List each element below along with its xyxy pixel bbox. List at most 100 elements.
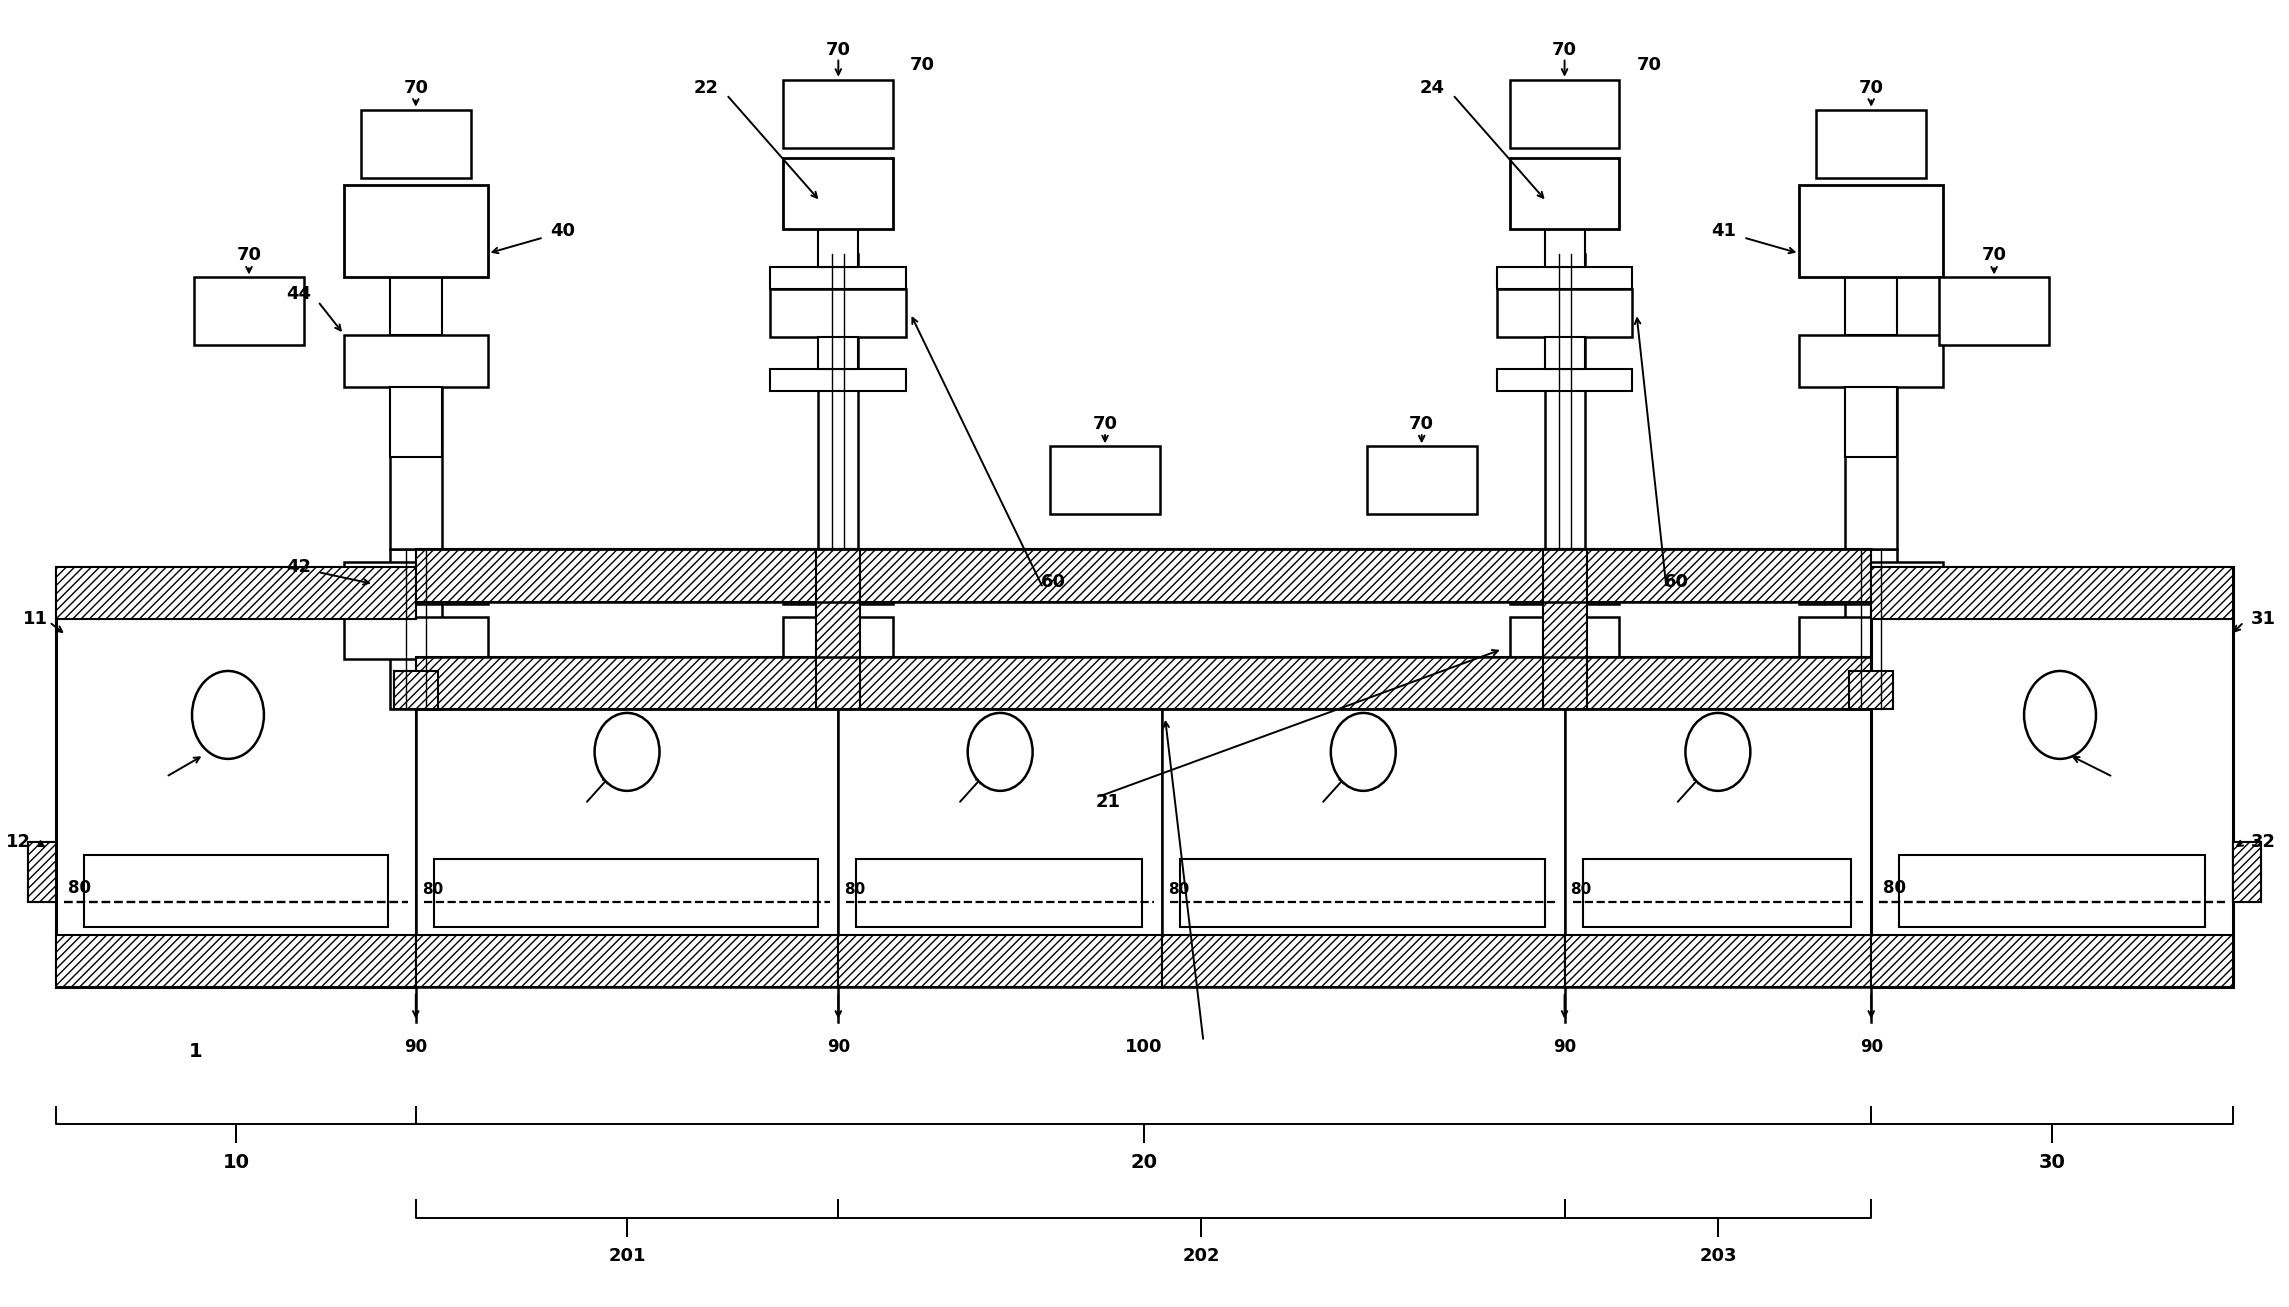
- Text: 44: 44: [286, 285, 311, 303]
- Bar: [771, 268, 906, 289]
- Bar: [362, 110, 472, 178]
- Bar: [1566, 935, 1870, 987]
- Bar: [1179, 859, 1545, 927]
- Bar: [433, 859, 819, 927]
- Text: 24: 24: [1419, 78, 1444, 97]
- Bar: [1367, 446, 1476, 514]
- Bar: [819, 255, 858, 549]
- Bar: [1163, 657, 1566, 987]
- Bar: [1566, 657, 1870, 987]
- Text: 21: 21: [1096, 793, 1122, 810]
- Text: 70: 70: [236, 247, 261, 264]
- Text: 70: 70: [1410, 416, 1435, 433]
- Bar: [343, 562, 488, 604]
- Bar: [819, 230, 858, 268]
- Bar: [1163, 935, 1566, 987]
- Bar: [1870, 935, 2232, 987]
- Bar: [195, 277, 304, 345]
- Bar: [783, 562, 893, 604]
- Text: 40: 40: [552, 222, 575, 240]
- Bar: [343, 336, 488, 387]
- Text: 11: 11: [23, 610, 48, 629]
- Bar: [783, 158, 893, 230]
- Bar: [394, 670, 437, 708]
- Ellipse shape: [192, 670, 263, 759]
- Bar: [2232, 842, 2262, 902]
- Text: 10: 10: [222, 1153, 250, 1172]
- Ellipse shape: [595, 712, 659, 791]
- Text: 70: 70: [911, 56, 936, 73]
- Text: 60: 60: [1664, 572, 1689, 591]
- Text: 70: 70: [1092, 416, 1117, 433]
- Text: 60: 60: [1041, 572, 1067, 591]
- Bar: [1845, 387, 1898, 457]
- Bar: [1850, 670, 1893, 708]
- Text: 202: 202: [1183, 1247, 1220, 1265]
- Bar: [817, 549, 861, 708]
- Bar: [417, 549, 1870, 603]
- Ellipse shape: [1330, 712, 1396, 791]
- Text: 80: 80: [845, 882, 865, 897]
- Bar: [1799, 562, 1943, 604]
- Text: 70: 70: [403, 78, 428, 97]
- Bar: [1799, 186, 1943, 277]
- Bar: [57, 567, 417, 987]
- Bar: [57, 935, 417, 987]
- Bar: [1497, 268, 1632, 289]
- Ellipse shape: [1685, 712, 1751, 791]
- Text: 90: 90: [1859, 1038, 1884, 1056]
- Bar: [389, 549, 442, 708]
- Ellipse shape: [968, 712, 1032, 791]
- Bar: [771, 370, 906, 391]
- Bar: [1845, 549, 1898, 708]
- Bar: [417, 935, 838, 987]
- Text: 22: 22: [694, 78, 719, 97]
- Text: 31: 31: [2250, 610, 2275, 629]
- Text: 70: 70: [1637, 56, 1662, 73]
- Bar: [783, 80, 893, 148]
- Bar: [417, 657, 1870, 708]
- Bar: [27, 842, 57, 902]
- Text: 90: 90: [1552, 1038, 1577, 1056]
- Bar: [417, 657, 838, 987]
- Bar: [1511, 617, 1621, 659]
- Bar: [2232, 842, 2262, 902]
- Bar: [1850, 670, 1893, 708]
- Bar: [1051, 446, 1161, 514]
- Text: 41: 41: [1712, 222, 1737, 240]
- Text: 90: 90: [826, 1038, 849, 1056]
- Text: 42: 42: [286, 558, 311, 576]
- Bar: [394, 670, 437, 708]
- Text: 80: 80: [1167, 882, 1190, 897]
- Bar: [389, 387, 442, 457]
- Bar: [1545, 230, 1584, 268]
- Text: 70: 70: [1552, 41, 1577, 59]
- Text: 80: 80: [421, 882, 444, 897]
- Text: 30: 30: [2039, 1153, 2065, 1172]
- Text: 80: 80: [1570, 882, 1591, 897]
- Text: 70: 70: [1859, 78, 1884, 97]
- Bar: [1870, 567, 2232, 987]
- Bar: [819, 337, 858, 370]
- Bar: [1497, 289, 1632, 337]
- Text: 80: 80: [1884, 878, 1907, 897]
- Bar: [1845, 277, 1898, 336]
- Text: 70: 70: [826, 41, 852, 59]
- Bar: [57, 567, 417, 620]
- Bar: [1545, 255, 1584, 549]
- Bar: [1939, 277, 2049, 345]
- Bar: [1799, 336, 1943, 387]
- Bar: [838, 657, 1163, 987]
- Text: 20: 20: [1131, 1153, 1156, 1172]
- Bar: [389, 387, 442, 549]
- Bar: [1511, 562, 1621, 604]
- Bar: [1845, 387, 1898, 549]
- Text: 90: 90: [405, 1038, 428, 1056]
- Text: 201: 201: [609, 1247, 645, 1265]
- Text: 70: 70: [1982, 247, 2007, 264]
- Bar: [1545, 337, 1584, 370]
- Bar: [1900, 855, 2204, 927]
- Text: 12: 12: [7, 833, 32, 851]
- Text: 1: 1: [190, 1042, 204, 1061]
- Text: 100: 100: [1124, 1038, 1163, 1056]
